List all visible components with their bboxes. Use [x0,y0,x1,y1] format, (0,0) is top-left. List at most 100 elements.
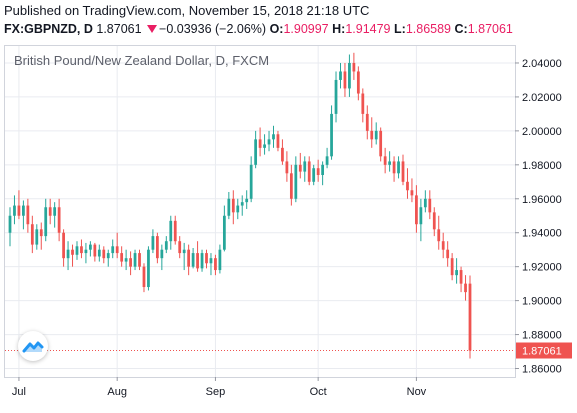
candle [240,195,244,216]
candle-body [35,229,39,245]
last-price: 1.87061 [96,22,142,36]
candle [200,249,204,272]
high-label: H: [332,22,346,36]
candle [330,105,333,160]
candle [289,164,293,206]
candle-body [196,253,199,269]
candle [66,241,70,271]
candle-body [151,236,155,250]
candle [423,190,427,213]
candle [222,205,226,252]
candle-body [245,198,249,203]
y-tick-label: 1.96000 [522,194,562,206]
candle [71,244,74,267]
candle [138,249,141,271]
candle-body [138,253,141,267]
last-price-tag-label: 1.87061 [522,346,562,358]
candle [97,244,101,262]
candle [102,246,106,264]
candle-body [450,258,454,276]
candle-body [383,156,387,165]
candle [48,198,52,225]
candle [294,156,298,203]
candle-body [164,241,168,250]
candle-body [276,134,280,148]
close-value: 1.87061 [467,22,513,36]
x-tick-label: Oct [310,386,327,398]
candle [397,156,400,179]
candle [406,168,409,199]
candle [303,156,307,182]
y-tick-label: 1.86000 [522,364,562,376]
candle-body [379,130,383,157]
candle [169,215,173,250]
candle-body [191,253,195,267]
candle-body [57,207,61,233]
candle-body [316,168,320,176]
candle-body [169,220,173,242]
candle-body [330,113,333,157]
candle-body [205,253,208,264]
candle-body [348,62,351,89]
candle [263,134,266,155]
candle-body [392,161,396,174]
published-text: Published on TradingView.com, November 1… [4,3,370,18]
candle [214,254,217,276]
candle [441,232,445,259]
candle [379,127,383,162]
candle-body [227,198,231,216]
candles [8,52,472,359]
y-tick-label: 2.02000 [522,92,562,104]
candle-body [66,249,70,259]
candle [392,156,396,182]
candle [129,251,132,276]
candle [53,202,57,228]
candle [164,236,168,254]
chart-frame[interactable] [4,45,516,378]
candle [89,241,92,257]
candle [415,185,418,233]
last-price-line: 1.87061 [5,342,572,359]
down-arrow-icon [147,25,158,33]
candle-body [339,71,342,80]
candle-body [111,246,115,254]
candle-body [48,207,52,216]
tradingview-logo-icon[interactable] [18,331,48,361]
candle [84,242,88,264]
candle-body [182,249,186,254]
candle-body [272,134,275,140]
candle-body [356,71,360,94]
candle [446,241,450,267]
candle [298,152,302,179]
candle [124,249,128,271]
candle-body [89,244,92,250]
candle-body [124,258,128,262]
candle-body [325,156,329,165]
candle [155,232,159,264]
low-value: 1.86589 [405,22,451,36]
candle [209,253,213,276]
candle-body [97,249,101,257]
candle [352,52,356,80]
candle [410,178,414,203]
candle-body [397,161,400,174]
candle-body [267,139,271,145]
candle-body [312,168,316,182]
candle-body [361,93,365,114]
candle-body [307,161,311,182]
candle-body [419,207,423,225]
candle [374,122,378,145]
candle [388,151,391,172]
x-tick-label: Jul [12,386,26,398]
candle-body [432,212,436,230]
candle [187,244,191,276]
candle [464,275,467,301]
candle [120,246,124,267]
change-value: −0.03936 (−2.06%) [159,22,267,36]
candle-body [231,198,235,213]
candle-body [388,161,391,165]
candle [321,161,325,186]
candle-body [258,139,262,148]
candle [160,244,164,271]
